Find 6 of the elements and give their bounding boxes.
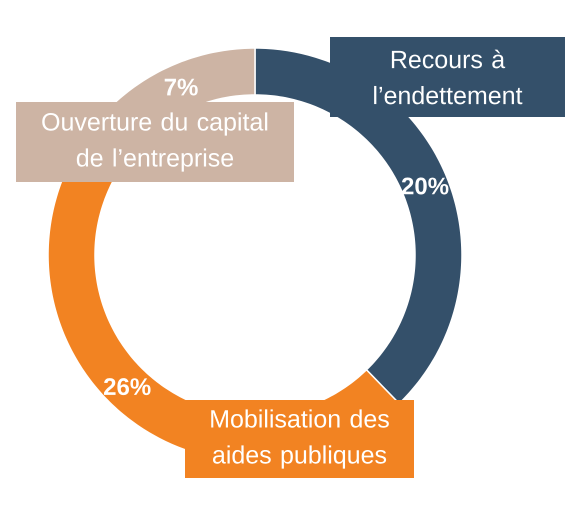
slice-label: Mobilisation des aides publiques [211,409,389,469]
slice-label: Recours à l’endettement [374,50,522,104]
slice-label: Ouverture du capital de l’entreprise [42,112,268,172]
data-label: 7% [164,78,198,96]
data-label: 20% [402,178,448,195]
data-label: 26% [104,378,151,396]
